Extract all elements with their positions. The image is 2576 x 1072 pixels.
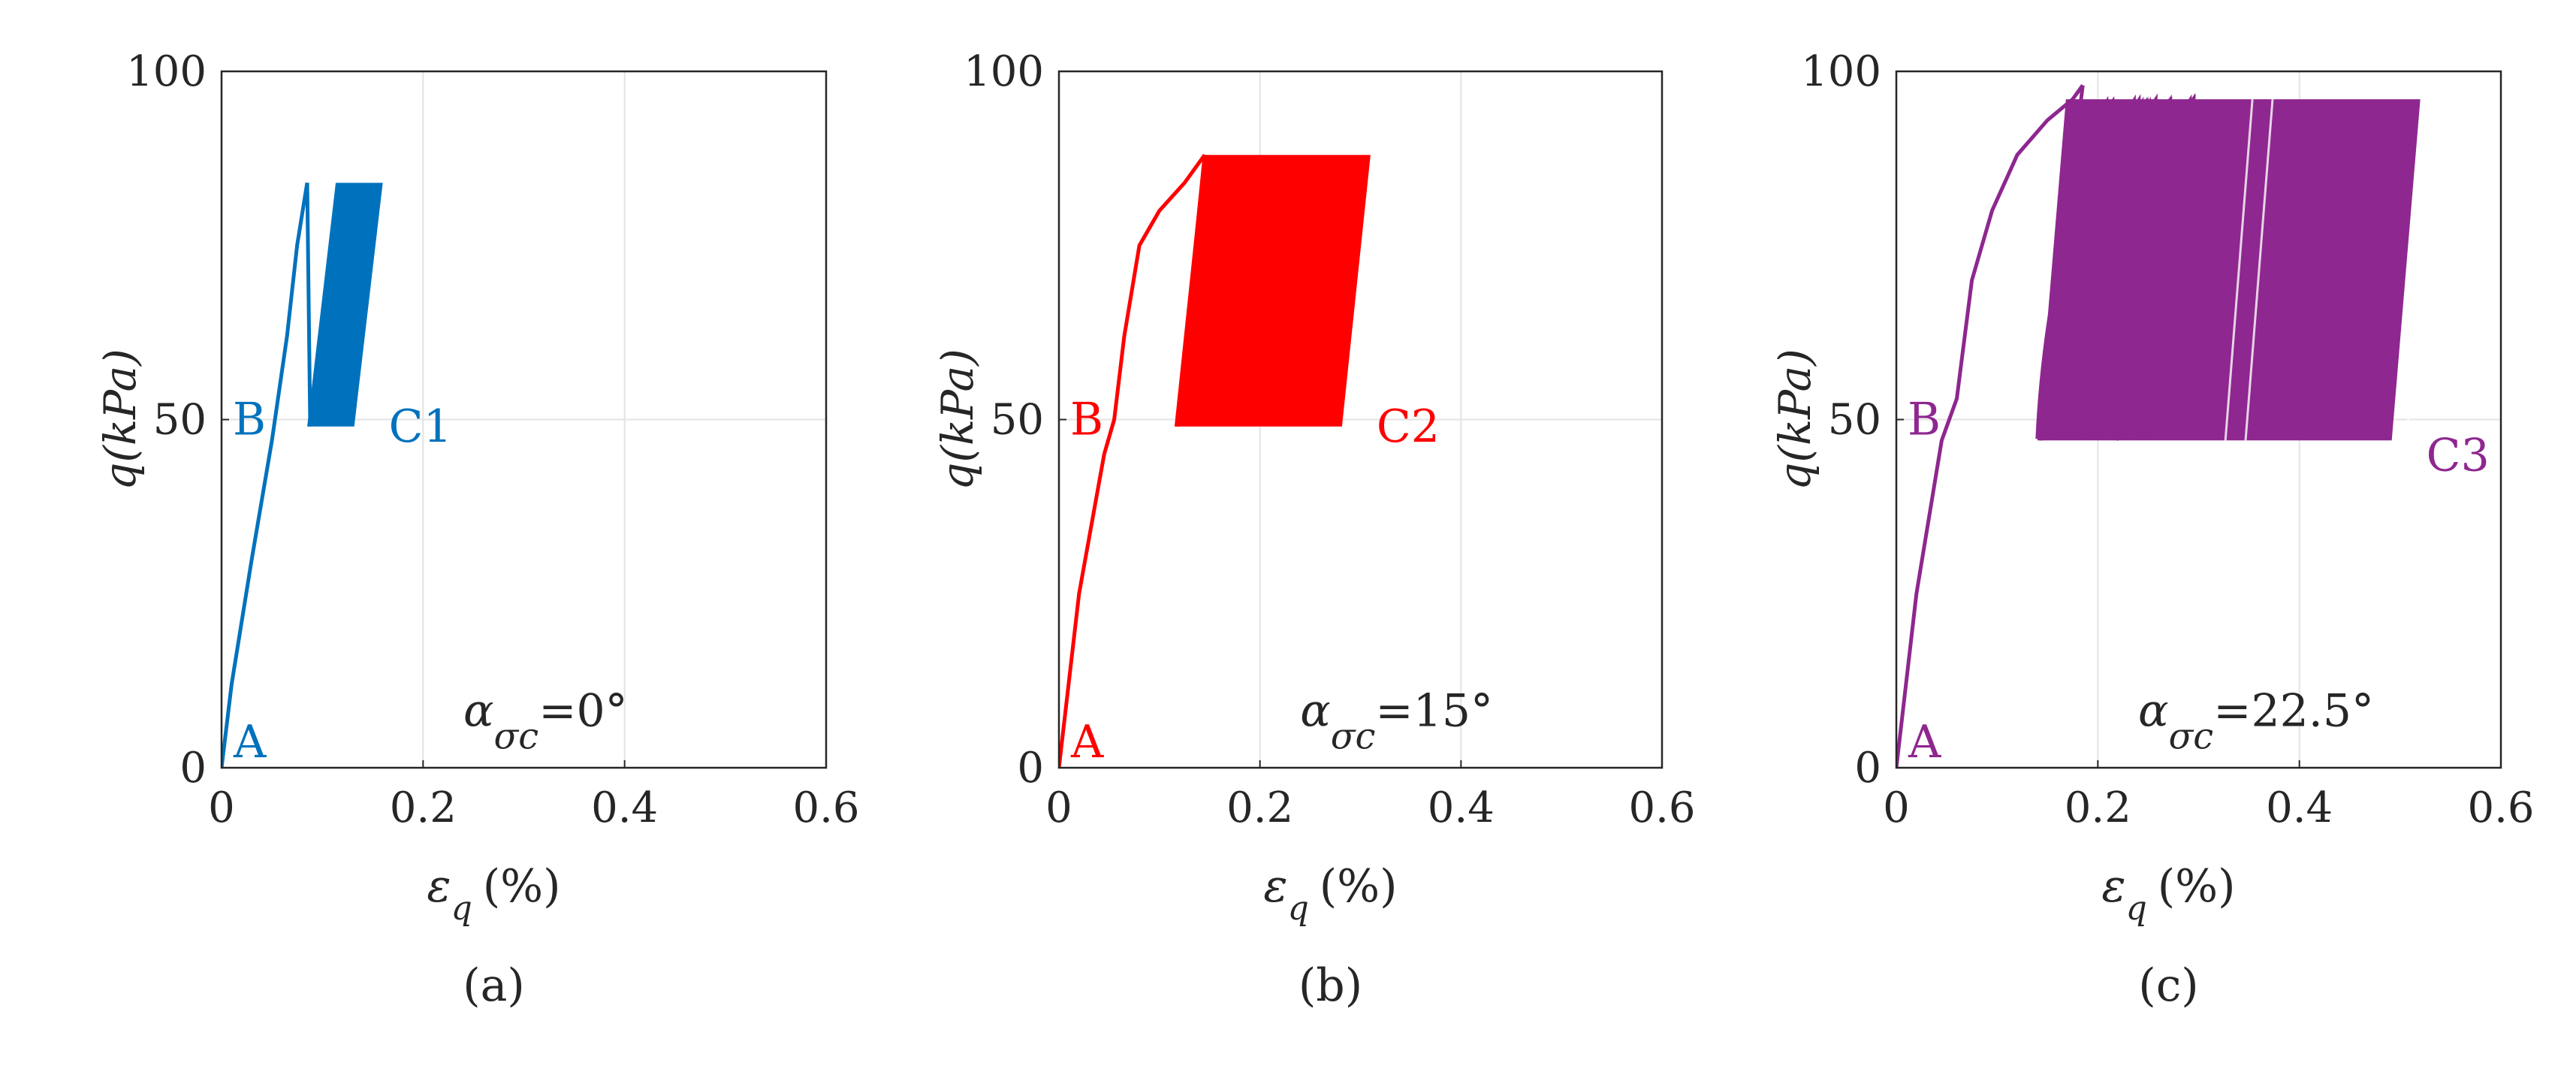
x-tick-label: 0.2 [1226,784,1293,832]
alpha-annotation: ασc=15° [1300,684,1493,757]
cyclic-loop [2095,96,2149,439]
x-tick-label: 0 [208,784,235,832]
y-tick-label: 50 [153,396,207,445]
first-unload-path [305,183,312,427]
x-tick-label: 0 [1883,784,1910,832]
alpha-subscript: σc [1331,715,1376,757]
panel-label: (b) [1299,959,1362,1012]
panel-label: (c) [2138,959,2198,1012]
point-label-a: A [1908,716,1941,769]
data-area [1059,153,1371,768]
x-axis-symbol: ε [427,860,451,913]
alpha-subscript: σc [2169,715,2214,757]
alpha-value: =15° [1375,684,1493,737]
cyclic-loop [2077,102,2131,438]
first-unload-path [2038,85,2085,441]
alpha-value: =22.5° [2213,684,2374,737]
x-axis-label: εq (%) [427,860,560,928]
y-tick-label: 100 [964,47,1044,96]
loop-highlight [2244,98,2274,441]
x-tick-label: 0.2 [390,784,457,832]
point-label-b: B [233,394,266,446]
cyclic-loop [2141,92,2196,440]
x-tick-label: 0.2 [2065,784,2131,832]
loop-highlight [2406,98,2436,441]
x-axis-subscript: q [2126,889,2147,928]
x-tick-label: 0.4 [1428,784,1495,832]
data-area [222,182,383,768]
y-tick-label: 0 [179,744,207,793]
monotonic-loading-path [1059,153,1207,768]
x-tick-label: 0.6 [1628,784,1695,832]
point-label-b: B [1908,394,1941,446]
point-label-b: B [1070,394,1103,446]
alpha-subscript: σc [494,715,539,757]
y-axis-label: q(kPa) [932,349,983,491]
alpha-value: =0° [538,684,627,737]
y-tick-label: 100 [1801,47,1881,96]
x-axis-subscript: q [1288,889,1309,928]
alpha-annotation: ασc=0° [463,684,628,757]
point-label-c: C2 [1377,400,1440,453]
data-area [1896,84,2436,768]
monotonic-loading-path [1896,84,2085,768]
x-tick-label: 0 [1045,784,1072,832]
point-label-c: C3 [2427,429,2490,482]
y-tick-label: 0 [1854,744,1881,793]
cyclic-loop-band [1174,155,1371,427]
y-tick-label: 100 [126,47,207,96]
x-axis-unit: (%) [1320,860,1398,913]
x-axis-symbol: ε [2101,860,2125,913]
alpha-symbol: α [1300,684,1331,737]
loop-highlight [2224,98,2254,441]
x-axis-unit: (%) [2158,860,2236,913]
y-axis-label: q(kPa) [1769,349,1820,491]
cyclic-loop [2140,101,2213,435]
x-tick-label: 0.4 [2266,784,2333,832]
x-axis-label: εq (%) [2101,860,2235,928]
x-tick-label: 0.4 [591,784,658,832]
first-unload-path [1175,154,1207,427]
y-tick-label: 50 [1828,396,1881,445]
cyclic-loop [2128,94,2192,435]
y-tick-label: 0 [1017,744,1044,793]
x-axis-symbol: ε [1263,860,1287,913]
monotonic-loading-path [222,182,309,768]
y-axis-label: q(kPa) [95,349,146,491]
x-axis-unit: (%) [483,860,561,913]
point-label-c: C1 [389,400,452,453]
x-axis-label: εq (%) [1263,860,1397,928]
point-label-a: A [1070,716,1104,769]
x-axis-subscript: q [451,889,472,928]
point-label-a: A [233,716,267,769]
y-tick-label: 50 [991,396,1044,445]
chart-panel-2: 0 0.2 0.4 0.6 0 50 100 q(kPa) εq (%) (b) ασc=15° A B C… [932,47,1696,1012]
alpha-symbol: α [2138,684,2169,737]
chart-panel-1: 0 0.2 0.4 0.6 0 50 100 q(kPa) εq (%) (a) ασc=0° A B C1 [95,47,860,1012]
x-tick-label: 0.6 [2467,784,2534,832]
panel-label: (a) [463,959,525,1012]
alpha-annotation: ασc=22.5° [2138,684,2374,757]
cyclic-loop-band [307,183,383,427]
alpha-symbol: α [463,684,494,737]
x-tick-label: 0.6 [792,784,859,832]
chart-panel-3: 0 0.2 0.4 0.6 0 50 100 q(kPa) εq (%) (c) ασc=22.5° A… [1769,47,2535,1012]
